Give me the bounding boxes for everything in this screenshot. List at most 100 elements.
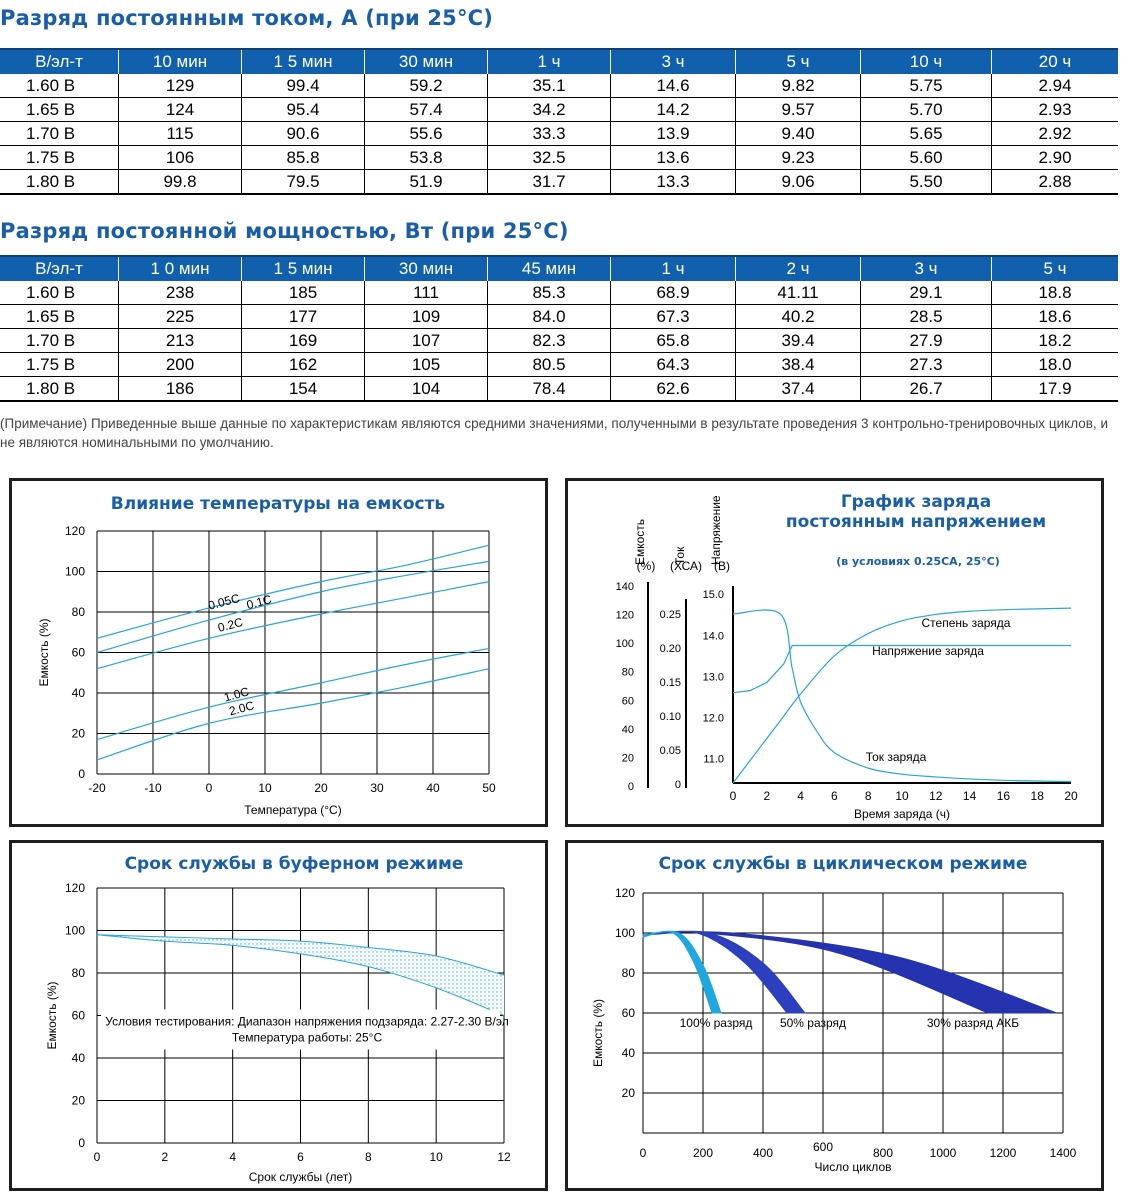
row-voltage-cell: 1.70 В <box>0 328 119 353</box>
series-label: 100% разряд <box>680 1016 753 1030</box>
x-tick-label: 12 <box>929 789 943 803</box>
current-table-title: Разряд постоянным током, А (при 25°C) <box>0 6 494 30</box>
column-header: В/эл-т <box>0 48 119 74</box>
capacity-tick-label: 100 <box>616 638 634 650</box>
series-line-2.0C <box>96 668 490 761</box>
series-label: 1.0C <box>222 684 250 704</box>
y-tick-label: 20 <box>72 727 86 741</box>
table-cell: 79.5 <box>241 169 365 195</box>
table-cell: 29.1 <box>860 281 992 305</box>
table-cell: 106 <box>118 145 242 170</box>
x-tick-label: -10 <box>144 781 162 795</box>
annotation-line: Условия тестирования: Диапазон напряжени… <box>105 1015 508 1029</box>
series-line-1.0C <box>96 647 490 741</box>
table-cell: 2.92 <box>991 121 1118 146</box>
series-label: 0.2C <box>216 615 244 635</box>
x-tick-label: 14 <box>963 789 977 803</box>
band-upper-line <box>96 934 505 976</box>
table-cell: 5.65 <box>860 121 992 146</box>
column-header: 1 ч <box>487 48 611 74</box>
float-life-panel: Срок службы в буферном режиме 0 2 4 6 8 10 12 0 2… <box>9 840 548 1191</box>
cycle-life-panel: Срок службы в циклическом режиме 0 200 400 6… <box>565 840 1104 1191</box>
table-cell: 185 <box>241 281 365 305</box>
x-tick-label: 20 <box>314 781 328 795</box>
y-axis-label: Емкость (%) <box>591 999 605 1067</box>
capacity-tick-label: 140 <box>616 581 634 593</box>
y-tick-label: 60 <box>622 1006 636 1020</box>
series-line-0.2C <box>96 581 490 670</box>
column-header: 1 5 мин <box>241 48 365 74</box>
current-tick-label: 0.15 <box>660 677 681 689</box>
x-axis-label: Время заряда (ч) <box>854 807 950 821</box>
y-tick-label: 40 <box>622 1046 636 1060</box>
x-tick-label: 400 <box>753 1146 773 1160</box>
x-axis-label: Число циклов <box>815 1160 892 1174</box>
column-header: 3 ч <box>610 48 736 74</box>
table-cell: 129 <box>118 74 242 98</box>
column-header: 2 ч <box>735 255 861 281</box>
table-cell: 9.40 <box>735 121 861 146</box>
voltage-tick-label: 14.0 <box>703 630 724 642</box>
table-cell: 27.9 <box>860 328 992 353</box>
table-cell: 109 <box>364 304 488 329</box>
x-tick-label: 16 <box>997 789 1011 803</box>
y-tick-label: 100 <box>65 924 85 938</box>
column-header: 10 мин <box>118 48 242 74</box>
column-header: 45 мин <box>487 255 611 281</box>
table-row: 1.80 В 99.8 79.5 51.9 31.7 13.3 9.06 5.50 2.88 <box>0 169 1118 195</box>
column-header: 30 мин <box>364 48 488 74</box>
current-tick-label: 0.05 <box>660 745 681 757</box>
chart-subtitle: постоянным напряжением <box>786 512 1046 532</box>
x-tick-label: 2 <box>161 1150 168 1164</box>
y-tick-label: 100 <box>615 926 635 940</box>
table-cell: 13.6 <box>610 145 736 170</box>
column-header: 1 5 мин <box>241 255 365 281</box>
table-cell: 68.9 <box>610 281 736 305</box>
table-cell: 39.4 <box>735 328 861 353</box>
table-cell: 162 <box>241 352 365 377</box>
x-tick-label: 0 <box>640 1146 647 1160</box>
row-voltage-cell: 1.75 В <box>0 145 119 170</box>
current-tick-label: 0.10 <box>660 711 681 723</box>
annotation-box <box>101 1009 500 1050</box>
table-cell: 41.11 <box>735 281 861 305</box>
table-row: 1.65 В 225 177 109 84.0 67.3 40.2 28.5 18.6 <box>0 304 1118 329</box>
x-axis-label: Срок службы (лет) <box>249 1170 353 1184</box>
table-cell: 105 <box>364 352 488 377</box>
cycle-band-0 <box>642 930 722 1014</box>
x-axis-label: Температура (°C) <box>244 803 341 817</box>
axis-title: Напряжение <box>709 495 723 565</box>
series-label: Степень заряда <box>922 616 1011 630</box>
cycle-life-chart: Срок службы в циклическом режиме 0 200 400 6… <box>591 854 1077 1174</box>
axis-unit: (%) <box>637 559 656 573</box>
table-cell: 111 <box>364 281 488 305</box>
table-row: 1.70 В 115 90.6 55.6 33.3 13.9 9.40 5.65 2.92 <box>0 121 1118 146</box>
axis-unit: (ХСА) <box>670 559 702 573</box>
x-tick-label: 6 <box>297 1150 304 1164</box>
table-cell: 9.23 <box>735 145 861 170</box>
chart-title: График заряда <box>841 492 991 512</box>
band-lower-line <box>96 934 505 1016</box>
table-cell: 85.3 <box>487 281 611 305</box>
table-cell: 177 <box>241 304 365 329</box>
row-voltage-cell: 1.65 В <box>0 304 119 329</box>
x-tick-label: 8 <box>865 789 872 803</box>
table-row: 1.70 В 213 169 107 82.3 65.8 39.4 27.9 18.2 <box>0 328 1118 353</box>
chart-condition: (в условиях 0.25CA, 25°C) <box>836 555 1000 568</box>
y-tick-label: 100 <box>65 565 85 579</box>
temperature-capacity-panel: Влияние температуры на емкость -20 -10 0 10 2… <box>9 478 548 827</box>
table-cell: 2.90 <box>991 145 1118 170</box>
capacity-tick-label: 40 <box>622 724 634 736</box>
x-tick-label: 1000 <box>930 1146 957 1160</box>
x-tick-label: 30 <box>370 781 384 795</box>
table-cell: 33.3 <box>487 121 611 146</box>
float-life-band <box>97 934 504 1016</box>
column-header: 5 ч <box>991 255 1118 281</box>
voltage-tick-label: 11.0 <box>703 753 724 765</box>
